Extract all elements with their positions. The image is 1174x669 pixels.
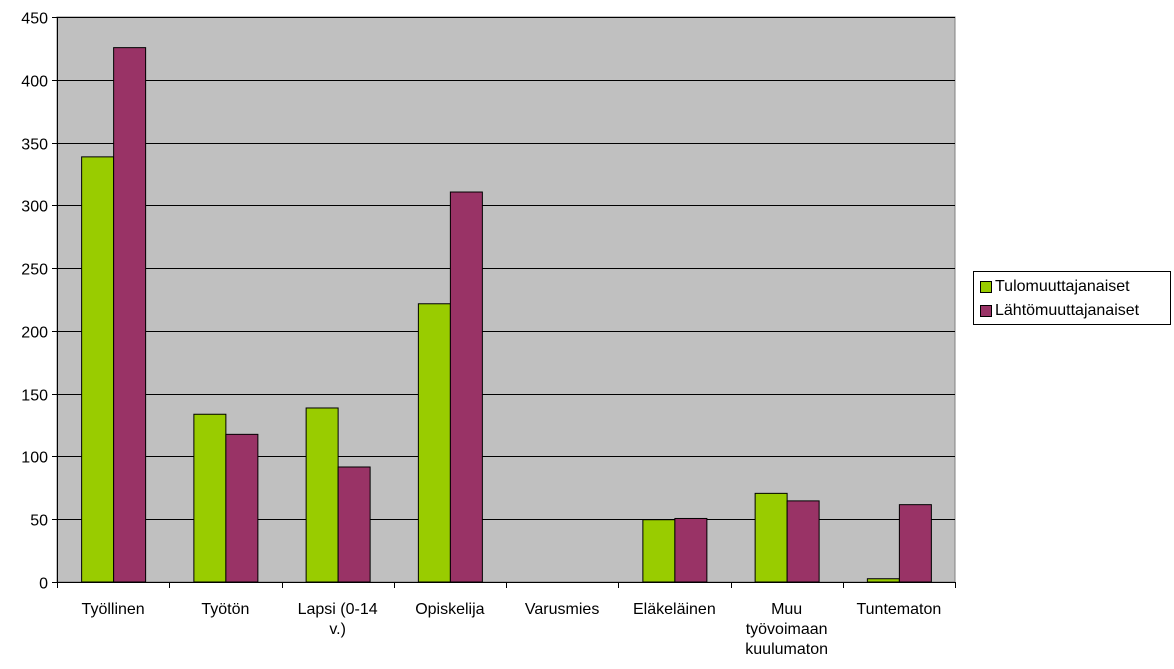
- plot-background: [56, 16, 956, 583]
- x-tick-label: Työllinen: [82, 601, 145, 618]
- y-tick-label: 200: [21, 325, 48, 342]
- bar-series-2: [786, 500, 820, 583]
- bar-series-1: [417, 303, 451, 583]
- bar-series-1: [305, 407, 339, 583]
- bar-series-1: [81, 156, 115, 583]
- y-tick-label: 400: [21, 74, 48, 91]
- y-tick-label: 0: [39, 576, 48, 593]
- bar-series-2: [449, 191, 483, 583]
- bar-series-1: [642, 519, 676, 583]
- bar-series-2: [337, 466, 371, 583]
- legend-item-series-1: Tulomuuttajanaiset: [980, 277, 1130, 297]
- y-tick-label: 100: [21, 450, 48, 467]
- bar-series-1: [754, 492, 788, 583]
- legend-swatch-series-2: [980, 305, 992, 317]
- plot-area: [56, 16, 956, 583]
- bar-series-2: [225, 433, 259, 583]
- x-tick-label: Muu työvoimaan kuulumaton: [745, 601, 828, 658]
- bar-series-2: [674, 517, 708, 583]
- legend-item-series-2: Lähtömuuttajanaiset: [980, 301, 1139, 321]
- legend-label-series-1: Tulomuuttajanaiset: [995, 278, 1130, 295]
- x-tick-label: Varusmies: [525, 601, 599, 618]
- y-tick-label: 300: [21, 199, 48, 216]
- legend-label-series-2: Lähtömuuttajanaiset: [995, 302, 1140, 319]
- bar-series-1: [193, 413, 227, 583]
- bar-series-2: [113, 47, 147, 583]
- axes: [52, 17, 956, 588]
- x-tick-label: Eläkeläinen: [633, 601, 716, 618]
- y-tick-label: 450: [21, 11, 48, 28]
- y-tick-label: 50: [30, 513, 48, 530]
- y-tick-label: 350: [21, 137, 48, 154]
- x-tick-label: Työtön: [201, 601, 249, 618]
- x-tick-label: Opiskelija: [415, 601, 484, 618]
- bars: [81, 47, 932, 583]
- y-tick-labels: 0 50 100 150 200 250 300 350 400 450: [21, 11, 48, 593]
- legend-swatch-series-1: [980, 281, 992, 293]
- bar-series-2: [898, 504, 932, 583]
- x-tick-label: Tuntematon: [856, 601, 941, 618]
- legend: Tulomuuttajanaiset Lähtömuuttajanaiset: [973, 271, 1171, 325]
- y-tick-label: 150: [21, 388, 48, 405]
- y-tick-label: 250: [21, 262, 48, 279]
- bar-series-1: [866, 578, 900, 583]
- x-tick-label: Lapsi (0-14 v.): [298, 601, 378, 638]
- x-tick-labels: Työllinen Työtön Lapsi (0-14 v.) Opiskelija V…: [82, 601, 942, 658]
